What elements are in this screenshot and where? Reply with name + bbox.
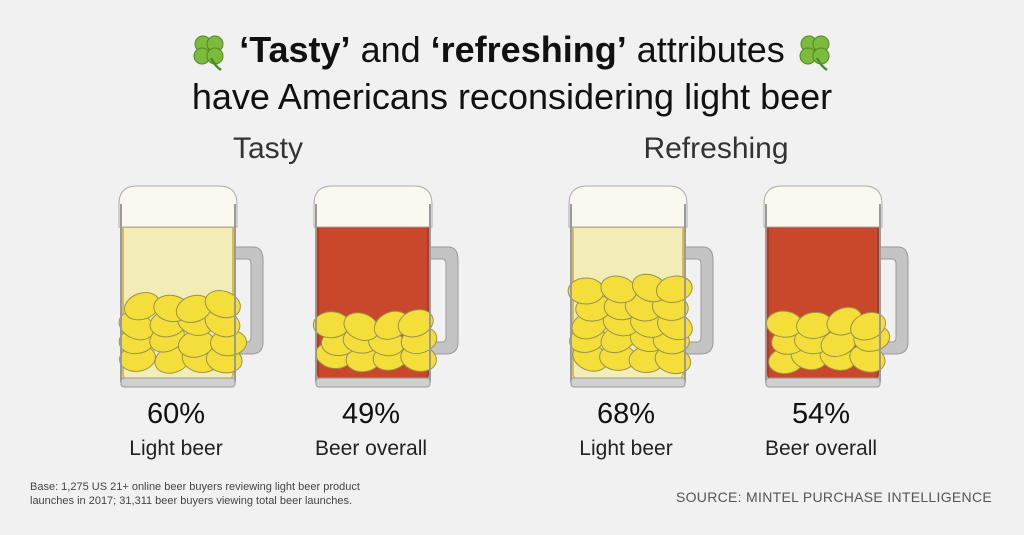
coin [567, 277, 605, 305]
category-label: Beer overall [314, 437, 428, 460]
group-label-refreshing: Refreshing [643, 132, 789, 165]
percent-label: 54% [791, 398, 851, 430]
beer-foam [568, 185, 688, 228]
mug-base [120, 377, 236, 388]
beer-foam [763, 185, 883, 228]
mug-base [765, 377, 881, 388]
footnote-line: launches in 2017; 31,311 beer buyers vie… [30, 495, 353, 507]
title-refreshing: ‘refreshing’ [430, 29, 627, 70]
footnote: Base: 1,275 US 21+ online beer buyers re… [30, 480, 390, 508]
coin-pile [567, 273, 693, 375]
title-text: and [350, 29, 431, 70]
beer-mug-bar [563, 182, 723, 392]
coin-pile [765, 306, 891, 375]
beer-mug-bar [308, 182, 468, 392]
beer-foam [118, 185, 238, 228]
beer-mug-bar [113, 182, 273, 392]
percent-label: 60% [146, 398, 206, 430]
beer-foam [313, 185, 433, 228]
coin [655, 275, 693, 303]
percent-label: 49% [341, 398, 401, 430]
title-text: attributes [626, 29, 785, 70]
mug-base [570, 377, 686, 388]
category-label: Beer overall [764, 437, 878, 460]
beer-mug-bar [758, 182, 918, 392]
category-label: Light beer [579, 437, 673, 460]
source: SOURCE: MINTEL PURCHASE INTELLIGENCE [675, 489, 992, 505]
shamrock-icon [799, 35, 830, 72]
shamrock-icon [193, 35, 224, 72]
coin-pile [118, 290, 247, 374]
percent-label: 68% [596, 398, 656, 430]
mug-base [315, 377, 431, 388]
coin [204, 290, 241, 319]
group-label-tasty: Tasty [232, 132, 304, 165]
category-label: Light beer [129, 437, 223, 460]
title-tasty: ‘Tasty’ [239, 29, 351, 70]
coin-pile [312, 309, 438, 373]
title-line-1: ‘Tasty’ and ‘refreshing’ attributes [0, 28, 1024, 72]
coin [850, 311, 887, 341]
title-line-2: have Americans reconsidering light beer [191, 76, 833, 117]
footnote-line: Base: 1,275 US 21+ online beer buyers re… [30, 481, 360, 493]
coin [397, 309, 434, 338]
